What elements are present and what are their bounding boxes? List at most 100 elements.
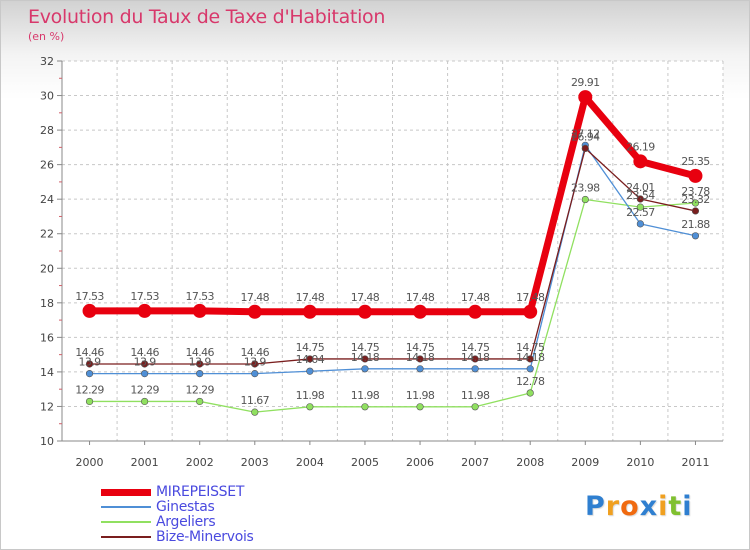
x-tick-label: 2001 — [131, 456, 159, 469]
legend-label: Ginestas — [156, 499, 215, 515]
data-label: 14.75 — [351, 341, 380, 354]
data-label: 14.46 — [75, 346, 104, 359]
logo-letter: o — [620, 491, 640, 522]
data-point-mirepeisset — [688, 168, 703, 183]
data-point-ginestas — [306, 367, 314, 375]
data-label: 17.48 — [296, 291, 325, 304]
data-label: 29.91 — [571, 76, 600, 89]
data-label: 11.67 — [241, 394, 270, 407]
logo-letter: x — [639, 491, 659, 522]
data-point-argeliers — [196, 397, 204, 406]
data-label: 14.75 — [406, 341, 435, 354]
data-label: 24.01 — [626, 181, 655, 194]
data-label: 14.46 — [130, 346, 159, 359]
data-label: 14.18 — [516, 351, 545, 364]
y-tick-label: 10 — [40, 435, 54, 448]
data-label: 21.88 — [681, 218, 710, 231]
data-label: 11.98 — [296, 389, 325, 402]
data-point-mirepeisset — [578, 90, 593, 105]
data-label: 27.12 — [571, 127, 600, 140]
data-point-ginestas — [141, 370, 149, 378]
legend-item: Argeliers — [101, 514, 321, 530]
data-label: 22.57 — [626, 206, 655, 219]
data-label: 12.29 — [185, 383, 214, 396]
data-point-argeliers — [361, 403, 369, 411]
data-point-bize-minervois — [306, 355, 314, 363]
chart-legend: MIREPEISSET Ginestas Argeliers Bize-Minervo… — [101, 484, 321, 545]
data-point-ginestas — [361, 365, 369, 373]
x-tick-label: 2004 — [296, 456, 324, 469]
data-point-bize-minervois — [691, 207, 700, 215]
data-label: 17.53 — [75, 290, 104, 303]
data-label: 26.19 — [626, 140, 655, 153]
data-point-bize-minervois — [636, 195, 644, 203]
legend-item: Ginestas — [101, 499, 321, 515]
x-tick-label: 2003 — [241, 456, 269, 469]
data-point-bize-minervois — [196, 360, 204, 368]
y-tick-label: 22 — [40, 228, 54, 241]
data-label: 14.04 — [296, 353, 325, 366]
x-tick-label: 2005 — [351, 456, 379, 469]
data-point-argeliers — [141, 397, 149, 406]
data-point-mirepeisset — [82, 303, 97, 318]
logo-letter: i — [658, 491, 669, 522]
data-label: 23.98 — [571, 182, 600, 195]
data-point-argeliers — [636, 203, 644, 211]
data-label: 17.48 — [516, 291, 545, 304]
data-point-ginestas — [416, 365, 424, 373]
data-label: 11.98 — [461, 389, 490, 402]
data-label: 25.35 — [681, 155, 710, 168]
data-point-argeliers — [85, 397, 94, 406]
data-label: 13.9 — [134, 356, 157, 369]
data-label: 14.18 — [351, 351, 380, 364]
data-point-mirepeisset — [302, 304, 317, 319]
data-point-ginestas — [85, 370, 94, 378]
series-line-ginestas — [88, 144, 697, 375]
y-tick-label: 12 — [40, 400, 54, 413]
x-tick-label: 2000 — [76, 456, 104, 469]
y-tick-label: 14 — [40, 366, 54, 379]
data-label: 14.75 — [461, 341, 490, 354]
data-point-argeliers — [251, 408, 259, 416]
data-label: 17.48 — [241, 291, 270, 304]
data-label: 14.75 — [296, 341, 325, 354]
legend-label: Argeliers — [156, 514, 216, 530]
x-tick-label: 2011 — [681, 456, 709, 469]
x-tick-label: 2002 — [186, 456, 214, 469]
data-label: 12.78 — [516, 375, 545, 388]
y-tick-label: 16 — [40, 331, 54, 344]
x-tick-label: 2010 — [626, 456, 654, 469]
y-tick-label: 20 — [40, 262, 54, 275]
y-tick-label: 32 — [40, 55, 54, 68]
data-point-mirepeisset — [357, 304, 372, 319]
data-point-argeliers — [691, 199, 700, 207]
legend-label: Bize-Minervois — [156, 529, 254, 545]
data-label: 14.46 — [241, 346, 270, 359]
data-label: 14.18 — [461, 351, 490, 364]
data-point-bize-minervois — [471, 355, 479, 363]
data-point-ginestas — [636, 220, 644, 228]
data-point-ginestas — [196, 370, 204, 378]
data-label: 17.53 — [130, 290, 159, 303]
x-tick-label: 2008 — [516, 456, 544, 469]
y-tick-label: 24 — [40, 193, 54, 206]
proxiti-logo: Proxiti — [585, 491, 693, 522]
data-point-mirepeisset — [413, 304, 428, 319]
data-point-argeliers — [581, 195, 589, 204]
data-label: 14.18 — [406, 351, 435, 364]
legend-swatch — [101, 521, 151, 523]
data-point-ginestas — [251, 370, 259, 378]
data-label: 11.98 — [406, 389, 435, 402]
data-label: 23.78 — [681, 185, 710, 198]
data-point-mirepeisset — [192, 303, 207, 318]
data-point-mirepeisset — [247, 304, 262, 319]
legend-item: MIREPEISSET — [101, 484, 321, 500]
data-point-bize-minervois — [141, 360, 149, 368]
data-point-ginestas — [526, 365, 534, 373]
y-tick-label: 26 — [40, 159, 54, 172]
data-point-argeliers — [306, 403, 314, 411]
chart-subtitle: (en %) — [28, 30, 65, 43]
logo-letter: r — [605, 491, 621, 522]
